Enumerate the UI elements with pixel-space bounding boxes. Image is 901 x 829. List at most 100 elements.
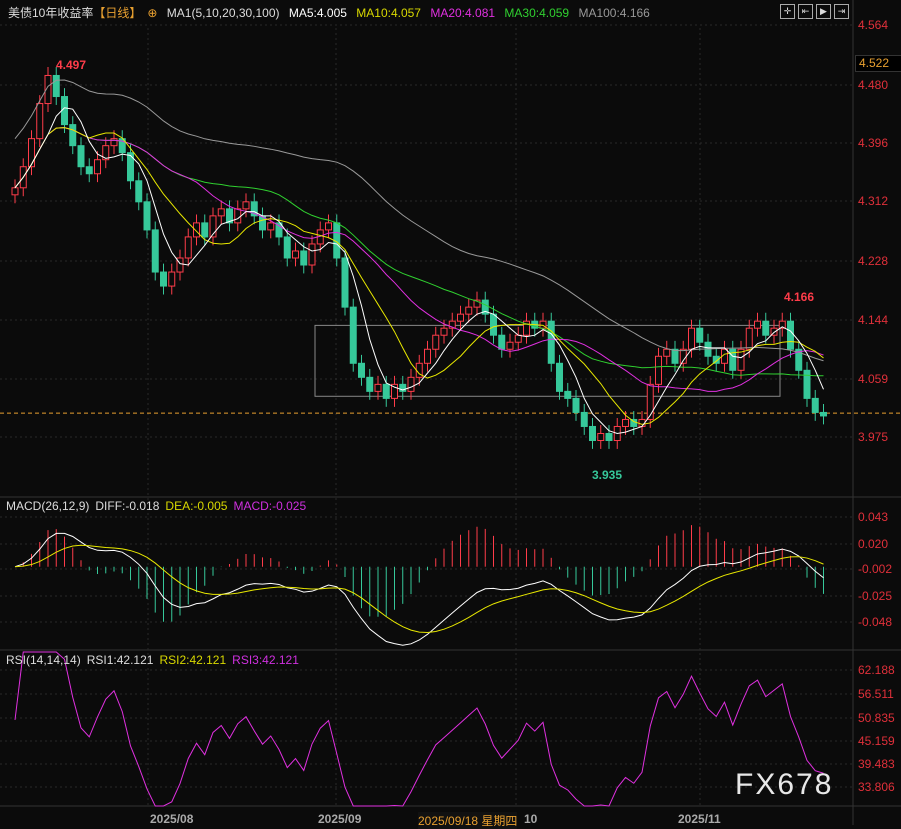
rsi-axis-label: 62.188 (858, 663, 895, 677)
candle-up (209, 215, 217, 238)
candle-up (737, 348, 745, 371)
date-label: 2025/09 (318, 812, 362, 826)
settings-icon[interactable]: ⊕ (147, 6, 158, 20)
candle-up (184, 236, 192, 259)
candle-down (85, 166, 93, 175)
price-axis-label: 4.564 (858, 18, 889, 32)
candle-down (283, 236, 291, 259)
ma5-value: MA5:4.005 (288, 6, 347, 20)
candle-up (176, 257, 184, 273)
ma-params[interactable]: MA1(5,10,20,30,100) (166, 6, 280, 20)
rsi3-value: RSI3:42.121 (232, 653, 299, 667)
rsi-axis-label: 56.511 (858, 687, 894, 701)
date-label: 10 (524, 812, 538, 826)
candle-down (712, 355, 720, 364)
candle-up (523, 320, 530, 336)
macd-header: MACD(26,12,9) DIFF:-0.018 DEA:-0.005 MACD:-… (6, 499, 312, 513)
candle-up (292, 250, 299, 259)
rsi-line (14, 651, 824, 807)
candle-down (151, 229, 159, 273)
candle-down (135, 180, 143, 203)
candle-up (754, 320, 761, 329)
rsi-axis-label: 39.483 (858, 757, 895, 771)
candle-up (663, 348, 671, 357)
candle-down (226, 208, 233, 224)
dea-line (14, 544, 824, 634)
candle-up (473, 299, 481, 308)
macd-axis-label: -0.048 (858, 615, 893, 629)
chart-header: 美债10年收益率【日线】 ⊕ MA1(5,10,20,30,100) MA5:4.… (0, 0, 656, 26)
candle-up (778, 320, 786, 329)
candle-up (374, 383, 382, 392)
candle-up (745, 327, 753, 350)
play-icon[interactable]: ▶ (816, 4, 831, 19)
candle-up (407, 376, 415, 392)
candle-down (275, 222, 283, 238)
candle-down (556, 362, 563, 392)
ma20-value: MA20:4.081 (430, 6, 496, 20)
price-axis-label: 4.059 (858, 372, 889, 386)
candle-down (77, 145, 85, 168)
candle-down (696, 327, 704, 343)
candle-up (391, 383, 398, 399)
candle-down (787, 320, 794, 350)
date-label: 2025/08 (150, 812, 194, 826)
candle-up (325, 222, 332, 231)
diff-value: DIFF:-0.018 (95, 499, 160, 513)
candle-up (28, 138, 35, 168)
instrument-title: 美债10年收益率 (8, 6, 94, 20)
candle-up (440, 327, 448, 336)
candle-down (160, 271, 167, 287)
candle-down (69, 124, 77, 147)
price-axis-label: 4.312 (858, 194, 889, 208)
candle-down (820, 411, 827, 417)
cursor-date-label: 2025/09/18 星期四 (418, 812, 518, 829)
candle-down (349, 306, 357, 364)
candle-up (597, 432, 605, 442)
ma30-value: MA30:4.059 (504, 6, 570, 20)
rsi-axis-label: 33.806 (858, 780, 895, 794)
candle-down (399, 383, 407, 392)
rsi-header: RSI(14,14,14) RSI1:42.121 RSI2:42.121 RSI3:… (6, 653, 305, 667)
candle-down (300, 250, 308, 266)
candle-up (448, 320, 456, 329)
exit-icon[interactable]: ⇥ (834, 4, 849, 19)
rsi-axis-label: 45.159 (858, 734, 895, 748)
price-axis-label: 3.975 (858, 430, 889, 444)
candle-up (770, 327, 778, 336)
macd-value: MACD:-0.025 (233, 499, 307, 513)
period-label[interactable]: 【日线】 (93, 6, 142, 20)
candle-up (193, 222, 200, 238)
candle-down (589, 425, 596, 442)
candle-up (308, 243, 316, 266)
candle-up (217, 208, 225, 217)
candle-up (234, 208, 242, 224)
candle-down (250, 201, 258, 217)
candle-up (242, 201, 250, 210)
candle-up (110, 138, 118, 147)
watermark-logo: FX678 (735, 768, 834, 801)
candle-up (506, 341, 514, 350)
rsi-params: RSI(14,14,14) (6, 653, 81, 667)
ma5-line (14, 107, 824, 435)
candle-down (341, 257, 349, 308)
macd-params: MACD(26,12,9) (6, 499, 90, 513)
candle-down (803, 369, 811, 399)
ma20-line (14, 127, 824, 392)
rsi1-value: RSI1:42.121 (86, 653, 154, 667)
rsi2-value: RSI2:42.121 (159, 653, 227, 667)
annotation-recent-high: 4.166 (784, 290, 815, 304)
zoom-in-icon[interactable]: ⇤ (798, 4, 813, 19)
candle-down (366, 376, 374, 392)
candle-down (490, 313, 497, 336)
crosshair-icon[interactable]: ✛ (780, 4, 795, 19)
price-axis-label: 4.480 (858, 78, 889, 92)
candle-down (605, 432, 613, 442)
candle-down (382, 383, 390, 399)
candle-up (102, 145, 110, 161)
candle-down (811, 397, 819, 413)
candle-down (481, 299, 489, 315)
range-box (314, 324, 781, 397)
annotation-low: 3.935 (592, 468, 623, 482)
